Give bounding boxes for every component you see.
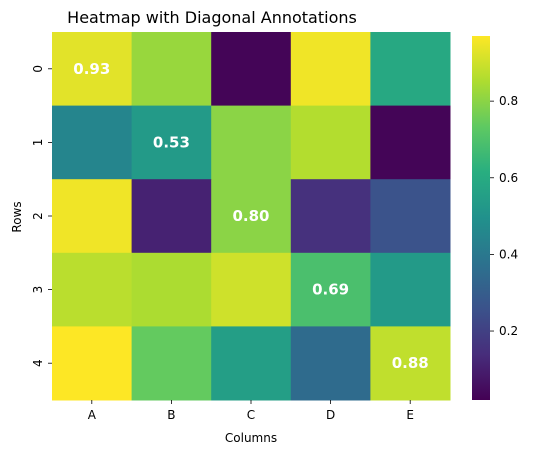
x-tick-label: E xyxy=(406,408,414,422)
colorbar-tick-label: 0.4 xyxy=(499,247,518,261)
cell-annotation-r1-c1: 0.53 xyxy=(153,133,190,151)
x-axis-label: Columns xyxy=(225,431,277,445)
heatmap-cell-r4-c3 xyxy=(290,326,371,401)
heatmap-cell-r0-c3 xyxy=(290,32,371,107)
heatmap-cell-r4-c4 xyxy=(370,326,451,401)
heatmap-cell-r3-c2 xyxy=(211,252,292,327)
y-tick-label: 0 xyxy=(31,65,45,73)
heatmap-cell-r3-c3 xyxy=(290,252,371,327)
x-tick-label: C xyxy=(247,408,255,422)
heatmap-cell-r4-c1 xyxy=(131,326,212,401)
cell-annotation-r0-c0: 0.93 xyxy=(73,60,110,78)
heatmap-cell-r0-c1 xyxy=(131,32,212,107)
heatmap-cell-r2-c2 xyxy=(211,179,292,254)
x-tick-label: B xyxy=(167,408,175,422)
y-tick-label: 3 xyxy=(31,286,45,294)
y-axis-ticks: 0 1 2 3 4 xyxy=(31,65,52,367)
heatmap-cell-r2-c1 xyxy=(131,179,212,254)
cell-annotation-r3-c3: 0.69 xyxy=(312,281,349,299)
heatmap-cell-r0-c0 xyxy=(52,32,133,107)
colorbar-tick-label: 0.6 xyxy=(499,171,518,185)
heatmap-cell-r1-c1 xyxy=(131,105,212,180)
heatmap-cell-r4-c0 xyxy=(52,326,133,401)
y-tick-label: 4 xyxy=(31,359,45,367)
colorbar-ticks: 0.2 0.4 0.6 0.8 xyxy=(490,94,518,338)
heatmap-cell-r3-c0 xyxy=(52,252,133,327)
heatmap-cell-r2-c3 xyxy=(290,179,371,254)
heatmap-cell-r1-c4 xyxy=(370,105,451,180)
colorbar xyxy=(472,36,490,400)
heatmap-cell-r1-c2 xyxy=(211,105,292,180)
x-tick-label: A xyxy=(88,408,97,422)
heatmap-cell-r1-c3 xyxy=(290,105,371,180)
heatmap-cell-r4-c2 xyxy=(211,326,292,401)
heatmap-cell-r2-c4 xyxy=(370,179,451,254)
y-tick-label: 2 xyxy=(31,212,45,220)
heatmap-cell-r3-c1 xyxy=(131,252,212,327)
colorbar-tick-label: 0.8 xyxy=(499,94,518,108)
cell-annotation-r2-c2: 0.80 xyxy=(232,207,269,225)
heatmap-cell-r2-c0 xyxy=(52,179,133,254)
cell-annotation-r4-c4: 0.88 xyxy=(392,354,429,372)
y-tick-label: 1 xyxy=(31,139,45,147)
x-tick-label: D xyxy=(326,408,335,422)
heatmap-cell-r1-c0 xyxy=(52,105,133,180)
chart-title: Heatmap with Diagonal Annotations xyxy=(67,8,357,27)
cell-annotations: 0.93 0.53 0.80 0.69 0.88 xyxy=(73,60,428,372)
heatmap-cell-r3-c4 xyxy=(370,252,451,327)
heatmap-cell-r0-c4 xyxy=(370,32,451,107)
heatmap-cell-r0-c2 xyxy=(211,32,292,107)
x-axis-ticks: A B C D E xyxy=(88,400,414,422)
y-axis-label: Rows xyxy=(10,201,24,232)
heatmap-cells xyxy=(52,32,451,401)
colorbar-tick-label: 0.2 xyxy=(499,324,518,338)
